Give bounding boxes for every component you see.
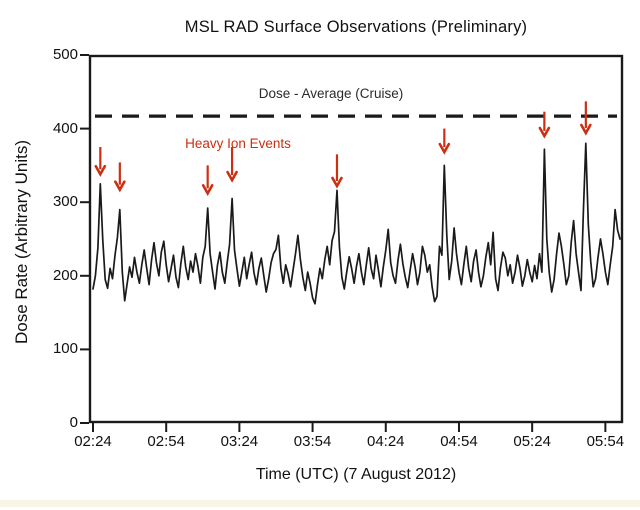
plot-frame [88, 54, 624, 424]
x-tick-label: 05:54 [586, 433, 625, 450]
dose-rate-series [92, 142, 621, 305]
y-tick-label: 100 [52, 340, 78, 358]
x-tick-label: 02:54 [147, 433, 185, 450]
event-arrow-head-icon [201, 184, 214, 197]
y-tick-label: 0 [69, 414, 78, 431]
x-tick-label: 04:54 [440, 433, 478, 450]
plot-canvas [80, 54, 624, 432]
y-tick-label: 200 [52, 266, 78, 284]
event-arrow-head-icon [538, 126, 551, 139]
y-axis-title: Dose Rate (Arbitrary Units) [12, 139, 31, 345]
x-tick-label: 03:54 [293, 433, 332, 450]
event-arrow-head-icon [438, 142, 451, 155]
event-arrow-head-icon [226, 170, 238, 183]
y-tick-label: 300 [52, 193, 78, 211]
x-axis-title: Time (UTC) (7 August 2012) [255, 466, 457, 483]
y-tick-label: 400 [52, 119, 78, 137]
x-tick-label: 02:24 [74, 433, 112, 450]
chart-title: MSL RAD Surface Observations (Preliminar… [184, 18, 528, 36]
event-arrow-head-icon [331, 176, 343, 189]
x-tick-label: 03:24 [220, 433, 259, 450]
y-tick-label: 500 [52, 46, 78, 63]
event-arrow-head-icon [114, 180, 126, 193]
plot-area: Dose - Average (Cruise) Heavy Ion Events [80, 54, 624, 432]
x-tick-label: 04:24 [366, 433, 405, 450]
event-arrow-head-icon [580, 123, 592, 136]
event-arrow-head-icon [94, 164, 107, 177]
x-tick-label: 05:24 [513, 433, 551, 450]
bottom-strip [0, 500, 640, 507]
